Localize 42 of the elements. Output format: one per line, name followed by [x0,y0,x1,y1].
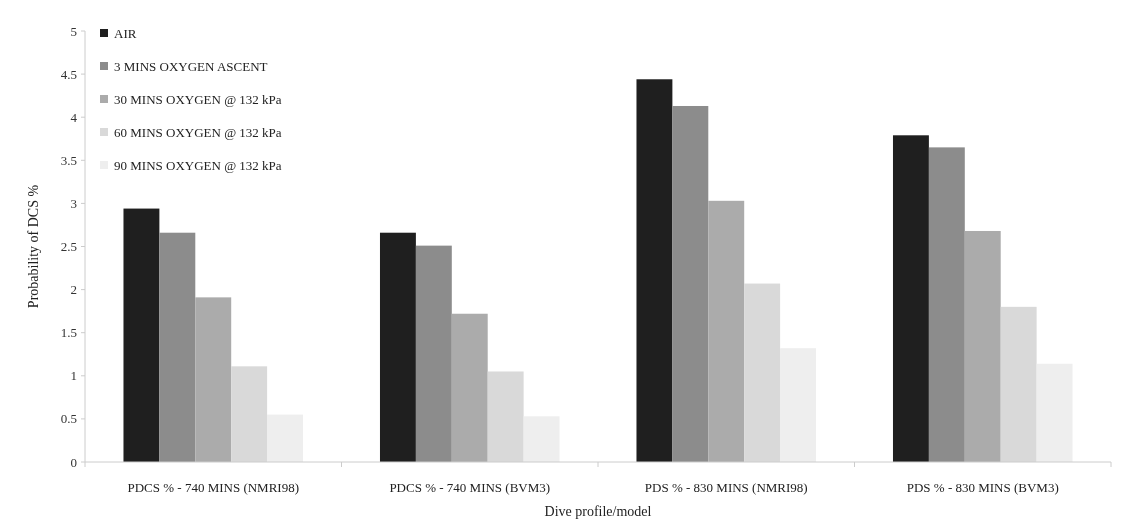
bar [1000,306,1037,462]
bar [672,105,709,462]
y-tick-label: 0.5 [60,411,77,427]
y-tick-label: 2.5 [60,239,77,255]
y-tick-label: 1.5 [60,325,77,341]
bar [123,208,160,462]
y-tick-label: 1 [70,368,77,384]
bar [523,416,560,462]
bar [964,230,1001,462]
bar [415,245,452,462]
legend-label: 30 MINS OXYGEN @ 132 kPa [114,91,282,107]
bar [892,135,929,462]
bar [195,297,232,462]
x-tick-label: PDS % - 830 MINS (BVM3) [906,480,1059,495]
bar [379,232,416,462]
x-tick-label: PDCS % - 740 MINS (BVM3) [389,480,551,495]
y-tick-label: 3.5 [60,152,77,168]
bar [267,414,304,462]
x-tick-label: PDCS % - 740 MINS (NMRI98) [127,480,300,495]
bar [159,232,196,462]
bar [780,348,817,462]
y-tick-label: 4 [70,109,78,125]
bar [744,283,781,462]
bar [487,371,524,462]
y-axis-title: Probability of DCS % [26,184,41,309]
y-tick-label: 5 [70,23,77,39]
bar [1036,363,1073,462]
y-tick-label: 2 [70,282,77,298]
x-axis-title: Dive profile/model [544,504,652,519]
bar [636,79,673,462]
y-tick-label: 0 [70,454,77,470]
bar [231,366,268,462]
bar [451,313,488,462]
legend-label: 3 MINS OXYGEN ASCENT [114,58,268,74]
y-tick-label: 4.5 [60,66,77,82]
legend-label: 90 MINS OXYGEN @ 132 kPa [114,157,282,173]
legend-label: 60 MINS OXYGEN @ 132 kPa [114,124,282,140]
legend-label: AIR [114,25,137,41]
x-tick-label: PDS % - 830 MINS (NMRI98) [644,480,808,495]
bar [708,200,745,462]
bar [928,147,965,462]
y-tick-label: 3 [70,195,77,211]
